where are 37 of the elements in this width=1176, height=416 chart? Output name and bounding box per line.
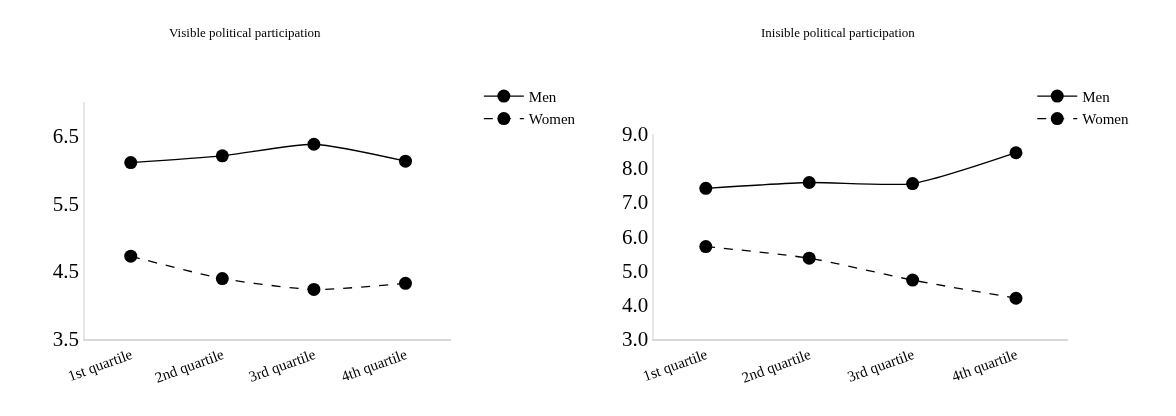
y-tick-label: 4.5: [52, 259, 80, 284]
legend-label: Men: [1082, 88, 1111, 105]
point: [802, 251, 816, 265]
chart-title: Visible political participation: [169, 25, 322, 40]
y-tick-label: 6.5: [52, 123, 80, 148]
x-tick-label: 4th quartile: [339, 345, 410, 385]
x-tick-label: 4th quartile: [949, 345, 1020, 385]
point: [307, 137, 321, 151]
y-tick-label: 6.0: [621, 224, 649, 249]
point: [699, 240, 713, 254]
point: [906, 273, 920, 287]
x-tick-label: 3rd quartile: [845, 345, 917, 385]
chart-title: Inisible political participation: [761, 25, 916, 40]
y-tick-label: 5.5: [52, 191, 80, 216]
point: [398, 154, 412, 168]
y-tick-label: 4.0: [621, 293, 649, 318]
point: [906, 177, 920, 191]
point: [398, 276, 412, 290]
y-tick-label: 9.0: [621, 121, 649, 146]
y-tick-label: 7.0: [621, 190, 649, 215]
point: [1009, 146, 1023, 160]
point: [1009, 291, 1023, 305]
x-tick-label: 2nd quartile: [739, 345, 814, 386]
point: [124, 156, 138, 170]
legend-label: Women: [528, 111, 576, 128]
y-tick-label: 8.0: [621, 156, 649, 181]
point: [215, 149, 229, 163]
point: [802, 176, 816, 190]
x-tick-label: 2nd quartile: [152, 345, 227, 386]
point: [307, 282, 321, 296]
x-tick-label: 3rd quartile: [246, 345, 318, 385]
legend-label: Men: [528, 88, 557, 105]
point: [699, 181, 713, 195]
y-tick-label: 5.0: [621, 258, 649, 283]
point: [215, 272, 229, 286]
legend-label: Women: [1082, 111, 1130, 128]
point: [124, 249, 138, 263]
